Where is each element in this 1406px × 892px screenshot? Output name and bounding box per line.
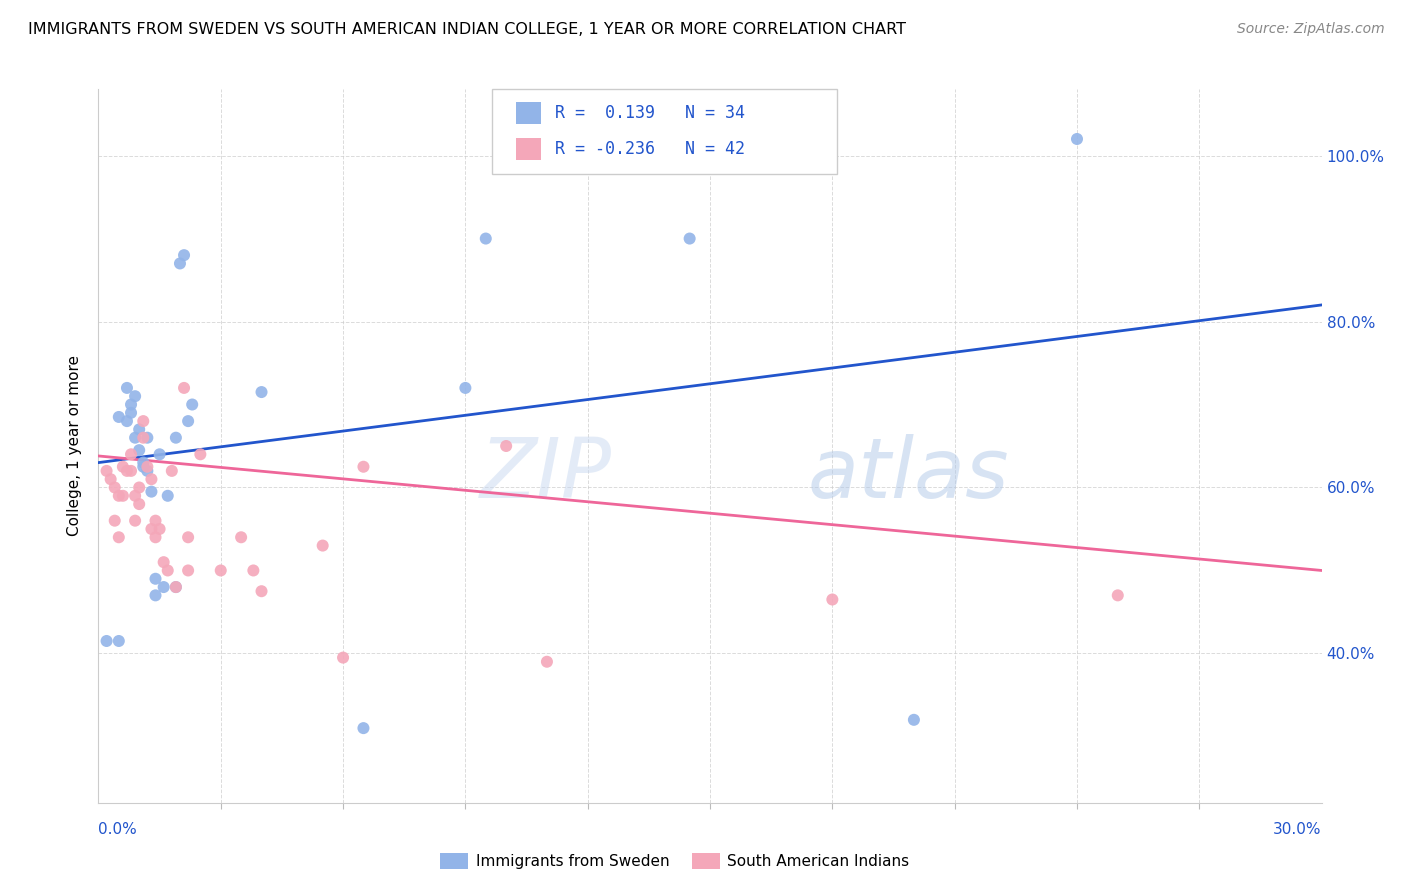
Point xyxy=(108,409,131,424)
Point xyxy=(120,406,142,420)
Point xyxy=(136,464,159,478)
Point xyxy=(124,489,146,503)
Point xyxy=(136,459,159,474)
Point xyxy=(124,514,146,528)
Point xyxy=(312,539,335,553)
Point xyxy=(132,459,155,474)
Point xyxy=(132,431,155,445)
Point xyxy=(111,459,134,474)
Point xyxy=(821,592,844,607)
Point xyxy=(120,464,142,478)
Point xyxy=(145,514,167,528)
Point xyxy=(124,389,146,403)
Point xyxy=(903,713,925,727)
Text: 30.0%: 30.0% xyxy=(1274,822,1322,837)
Point xyxy=(111,489,134,503)
Point xyxy=(128,422,150,436)
Point xyxy=(108,634,131,648)
Text: 0.0%: 0.0% xyxy=(98,822,138,837)
Point xyxy=(188,447,212,461)
Point xyxy=(474,231,498,245)
Point xyxy=(115,381,138,395)
Legend: Immigrants from Sweden, South American Indians: Immigrants from Sweden, South American I… xyxy=(434,847,915,875)
Point xyxy=(128,443,150,458)
Text: atlas: atlas xyxy=(808,434,1010,515)
Point xyxy=(124,431,146,445)
Point xyxy=(156,489,179,503)
Point xyxy=(454,381,477,395)
Point xyxy=(177,530,200,544)
Point xyxy=(136,431,159,445)
Point xyxy=(149,522,172,536)
Point xyxy=(145,572,167,586)
Point xyxy=(152,580,174,594)
Point xyxy=(108,530,131,544)
Point xyxy=(1066,132,1088,146)
Point xyxy=(141,472,163,486)
Point xyxy=(145,588,167,602)
Point xyxy=(181,397,204,411)
Point xyxy=(132,456,155,470)
Point xyxy=(96,464,118,478)
Point xyxy=(100,472,122,486)
Text: ZIP: ZIP xyxy=(481,434,612,515)
Point xyxy=(231,530,253,544)
Point xyxy=(177,564,200,578)
Point xyxy=(165,431,187,445)
Point xyxy=(104,514,127,528)
Point xyxy=(115,464,138,478)
Point xyxy=(141,522,163,536)
Point xyxy=(173,248,195,262)
Point xyxy=(165,580,187,594)
Point xyxy=(141,484,163,499)
Point xyxy=(145,530,167,544)
Point xyxy=(120,447,142,461)
Text: Source: ZipAtlas.com: Source: ZipAtlas.com xyxy=(1237,22,1385,37)
Point xyxy=(536,655,558,669)
Point xyxy=(132,414,155,428)
Text: IMMIGRANTS FROM SWEDEN VS SOUTH AMERICAN INDIAN COLLEGE, 1 YEAR OR MORE CORRELAT: IMMIGRANTS FROM SWEDEN VS SOUTH AMERICAN… xyxy=(28,22,905,37)
Text: R =  0.139   N = 34: R = 0.139 N = 34 xyxy=(555,104,745,122)
Point xyxy=(177,414,200,428)
Point xyxy=(160,464,183,478)
Point xyxy=(128,497,150,511)
Point xyxy=(250,584,273,599)
Y-axis label: College, 1 year or more: College, 1 year or more xyxy=(67,356,83,536)
Point xyxy=(156,564,179,578)
Point xyxy=(96,634,118,648)
Text: R = -0.236   N = 42: R = -0.236 N = 42 xyxy=(555,140,745,158)
Point xyxy=(120,397,142,411)
Point xyxy=(1107,588,1129,602)
Point xyxy=(173,381,195,395)
Point xyxy=(352,721,374,735)
Point xyxy=(679,231,702,245)
Point xyxy=(250,385,273,400)
Point xyxy=(495,439,517,453)
Point xyxy=(352,459,374,474)
Point xyxy=(165,580,187,594)
Point xyxy=(169,256,191,270)
Point xyxy=(242,564,264,578)
Point xyxy=(128,481,150,495)
Point xyxy=(152,555,174,569)
Point xyxy=(209,564,232,578)
Point xyxy=(104,481,127,495)
Point xyxy=(115,414,138,428)
Point xyxy=(149,447,172,461)
Point xyxy=(332,650,354,665)
Point xyxy=(108,489,131,503)
